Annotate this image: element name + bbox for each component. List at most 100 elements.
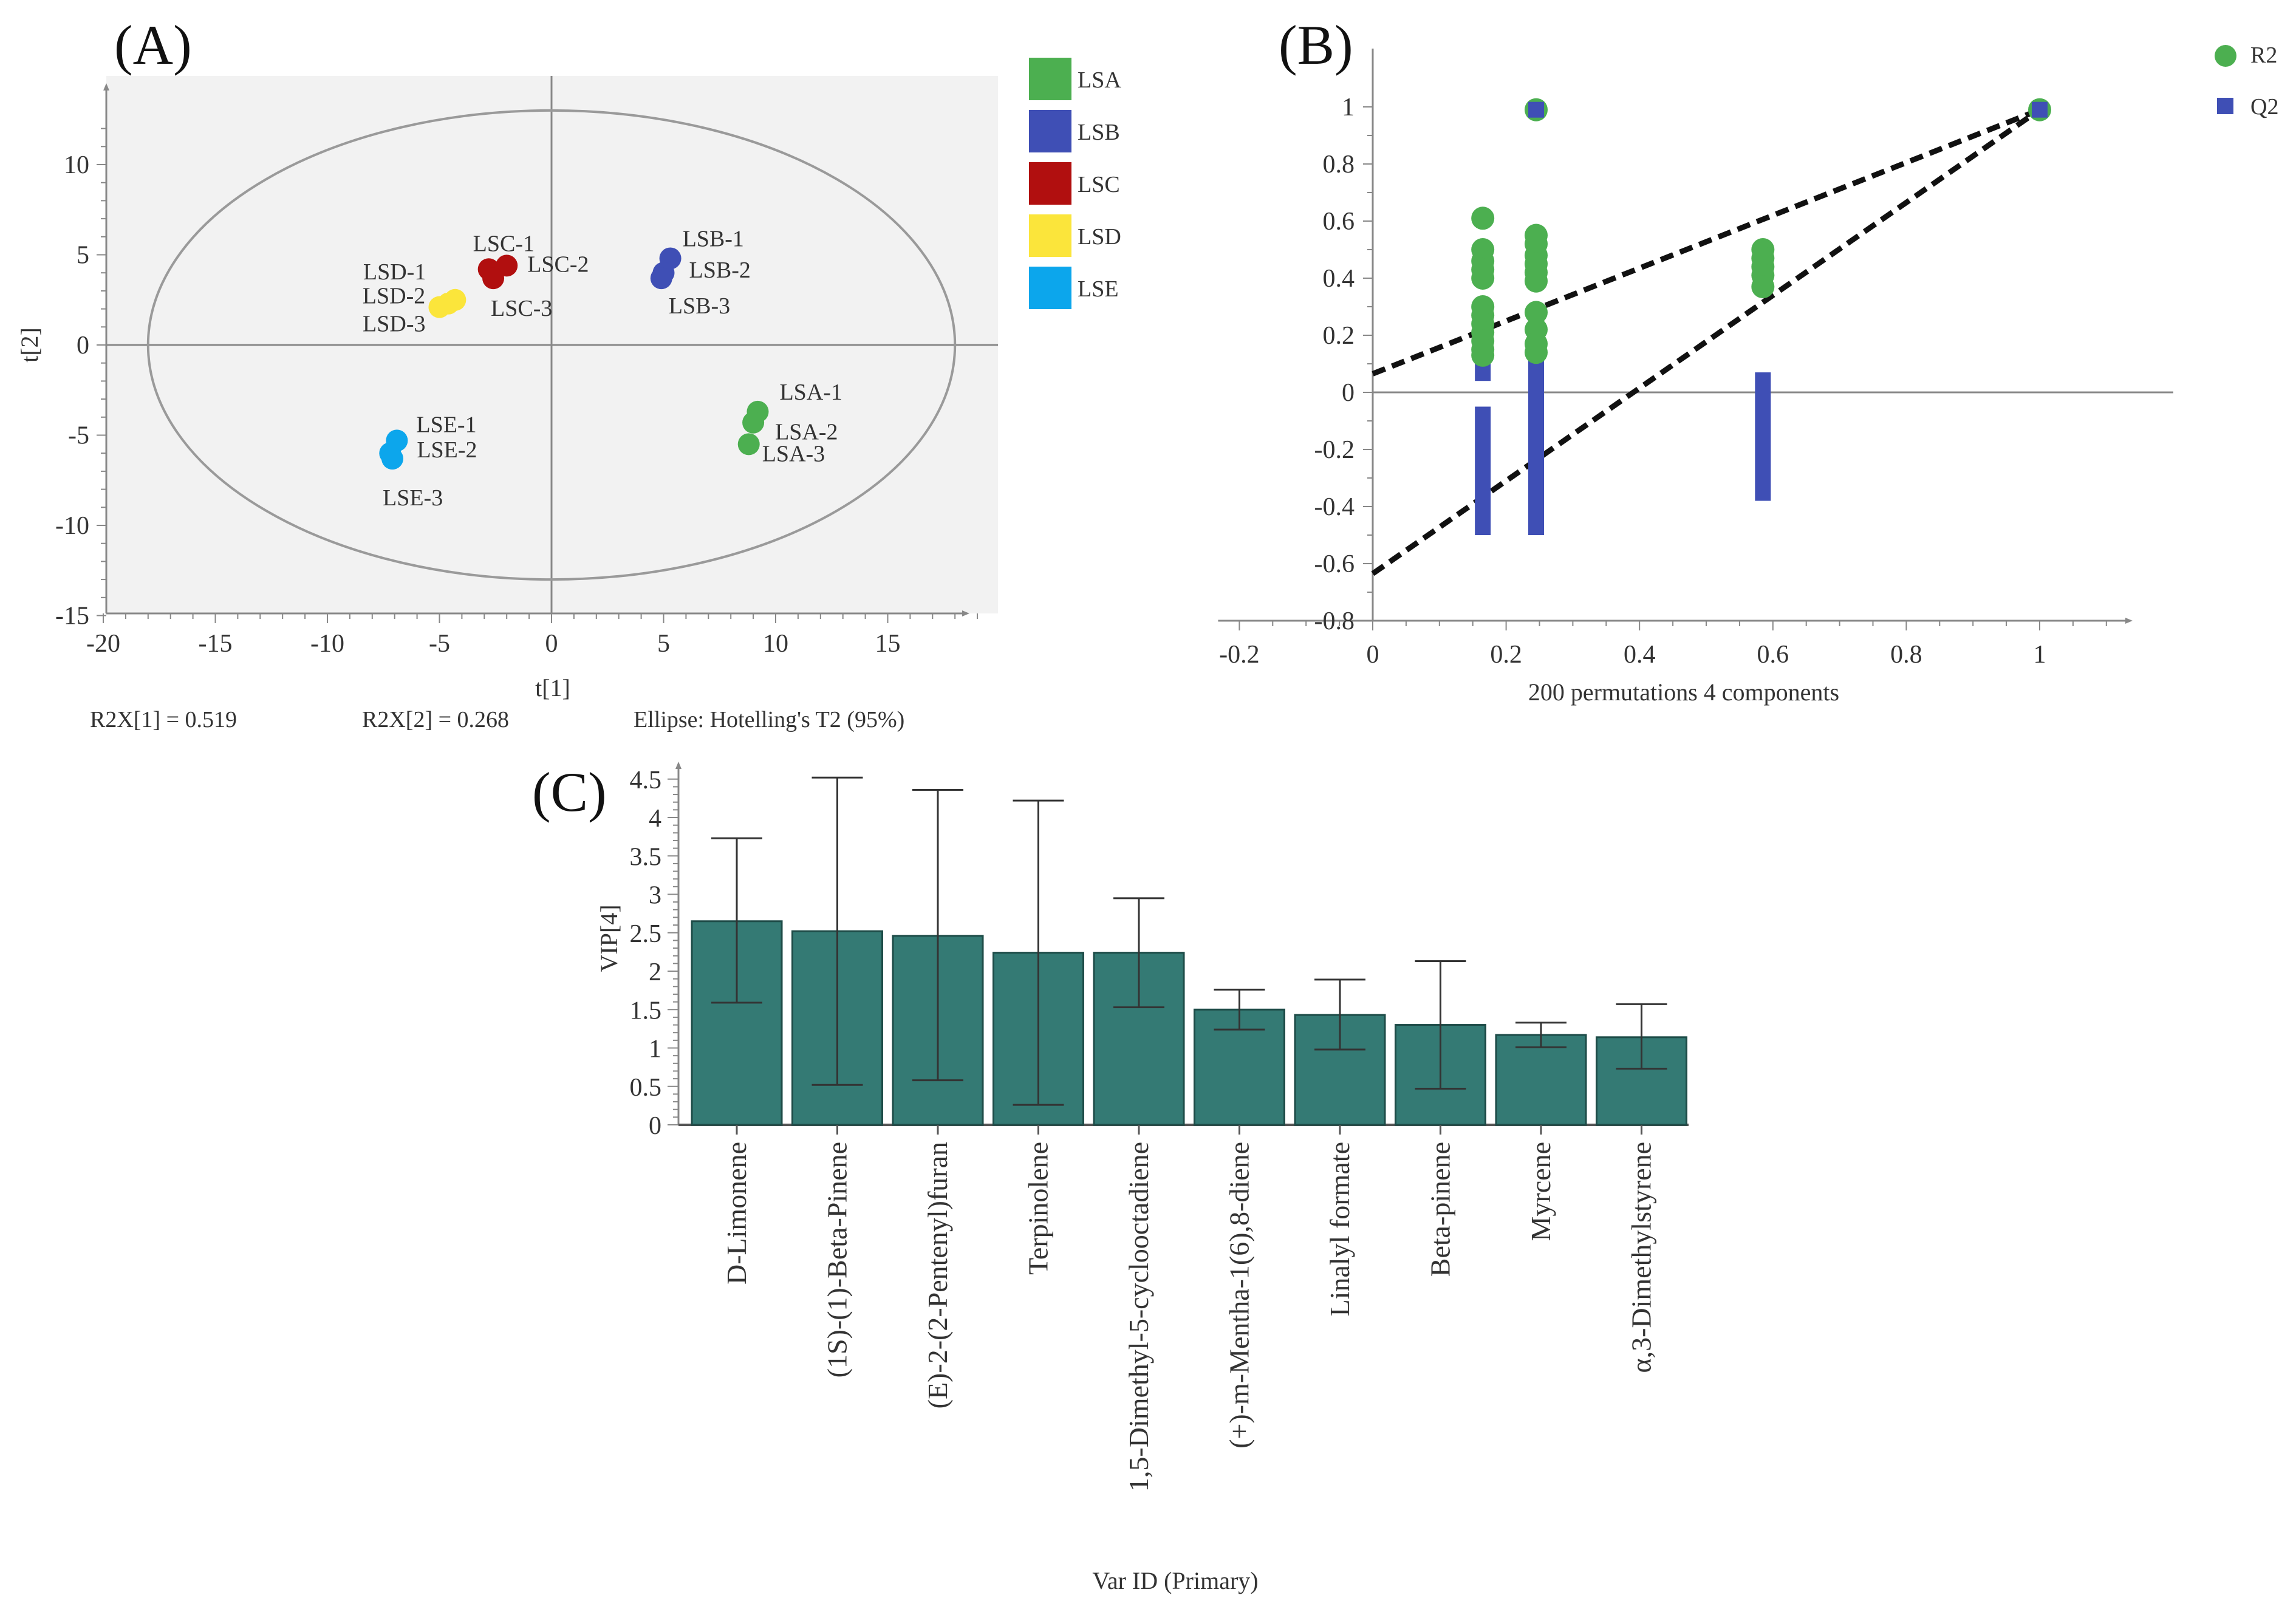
panel-a-x-tick-label: 10 [763,630,788,658]
panel-b-y-tick-label: 0.4 [1323,265,1355,293]
panel-a-point-label: LSD-3 [363,312,425,337]
panel-c-category-label: Terpinolene [1023,1142,1054,1275]
panel-a-x-tick-label: 5 [657,630,670,658]
panel-c-y-tick-label: 1.5 [630,997,662,1025]
panel-a-point-label: LSD-1 [363,259,426,285]
panel-b-q2-point [1528,102,1544,118]
panel-b-y-tick-label: -0.4 [1314,493,1355,521]
panel-c-y-tick-label: 3 [649,882,661,910]
panel-a-legend-swatch [1029,110,1071,152]
panel-b-r2-point [1471,207,1494,230]
panel-c-y-tick-label: 3.5 [630,843,662,871]
panel-a-point-label: LSB-2 [689,258,751,283]
panel-b-legend-q2-label: Q2 [2250,94,2278,120]
panel-c-category-label: (E)-2-(2-Pentenyl)furan [922,1142,953,1408]
panel-b-x-tick-label: 0 [1367,641,1379,669]
panel-c-vip-plot: (C) 0 0.5 1 1.5 2 2.5 3 3.5 4 4.5 D-Limonene (1S)-… [532,761,1689,1594]
panel-a-x-axis-title: t[1] [535,674,570,701]
panel-a-legend-label: LSD [1078,224,1121,250]
panel-c-category-label: Myrcene [1525,1142,1556,1241]
panel-c-x-axis-title: Var ID (Primary) [1092,1567,1258,1594]
panel-a-ellipse-note: Ellipse: Hotelling's T2 (95%) [634,707,904,732]
panel-b-r2-point [1525,341,1548,364]
panel-a-point-label: LSB-1 [683,226,744,251]
panel-a-point [429,296,451,318]
panel-a-x-tick-label: -10 [310,630,344,658]
panel-c-y-tick-label: 4.5 [630,766,662,794]
panel-a-legend-label: LSC [1078,172,1120,197]
panel-a-legend-swatch [1029,267,1071,309]
panel-a-y-tick-label: 10 [64,151,89,179]
panel-b-r2-point [1471,344,1494,367]
panel-a-point-label: LSA-1 [779,380,842,405]
panel-a-point-label: LSE-2 [417,437,477,463]
panel-c-y-tick-label: 2.5 [630,920,662,948]
panel-c-category-label: (1S)-(1)-Beta-Pinene [822,1142,853,1377]
panel-a-point-label: LSC-3 [491,296,552,321]
panel-c-y-tick-label: 1 [649,1036,661,1063]
panel-b-y-tick-label: 0 [1342,379,1355,407]
panel-c-category-label: α,3-Dimethylstyrene [1626,1142,1657,1373]
panel-a-y-tick-label: 5 [77,242,89,270]
panel-b-q2-bar [1755,372,1771,501]
panel-a-x-tick-label: -15 [199,630,233,658]
panel-a-y-axis-title: t[2] [16,327,43,363]
panel-a-legend-label: LSE [1078,276,1119,302]
panel-b-q2-bar [1528,338,1544,535]
panel-b-legend-q2-marker [2217,98,2233,114]
panel-b-y-tick-label: -0.8 [1314,607,1355,635]
panel-b-y-tick-label: 0.8 [1323,151,1355,179]
panel-b-x-tick-label: -0.2 [1219,641,1260,669]
panel-c-category-label: Linalyl formate [1324,1142,1355,1316]
panel-b-x-tick-label: 0.6 [1757,641,1789,669]
panel-a-x-tick-label: -20 [86,630,120,658]
panel-a-r2x1: R2X[1] = 0.519 [90,707,237,732]
panel-b-r2-point [1751,275,1774,298]
panel-c-y-tick-label: 4 [649,805,661,833]
panel-a-point [482,267,504,289]
panel-a-legend-label: LSB [1078,120,1120,145]
panel-b-y-tick-label: -0.2 [1314,436,1355,464]
panel-b-permutation-plot: (B) -0.2 0 0.2 0.4 0.6 0.8 1 -0.8 -0.6 -0.4 -0.2 0 0… [1218,14,2278,706]
panel-c-category-labels: D-Limonene (1S)-(1)-Beta-Pinene (E)-2-(2-P… [721,1125,1657,1492]
panel-a-point-label: LSD-2 [363,284,425,309]
panel-b-y-tick-label: 1 [1342,94,1355,121]
panel-b-x-tick-label: 0.8 [1890,641,1922,669]
panel-a-point-label: LSC-2 [527,251,589,277]
panel-a-point [381,448,403,469]
panel-b-label: (B) [1279,14,1353,76]
panel-a-y-tick-label: -10 [55,512,89,540]
panel-a-point [742,412,764,434]
panel-c-category-label: D-Limonene [721,1142,752,1285]
panel-a-legend-swatch [1029,214,1071,257]
panel-c-category-label: (+)-m-Mentha-1(6),8-diene [1224,1142,1255,1449]
panel-b-legend-r2-marker [2215,45,2236,67]
panel-a-point-label: LSB-3 [669,293,730,319]
panel-a-x-tick-label: 0 [545,630,558,658]
panel-b-r2-point [1471,267,1494,290]
panel-a-legend-swatch [1029,58,1071,100]
panel-b-q2-point [2032,102,2048,118]
figure: (A) -20 -15 -10 -5 0 5 10 15-15-10-50510 LSA-1L… [0,0,2296,1618]
panel-b-axes: -0.2 0 0.2 0.4 0.6 0.8 1 -0.8 -0.6 -0.4 -0.2 0 0.2 0.… [1218,49,2173,669]
panel-c-bar [1496,1035,1586,1125]
panel-a-legend-label: LSA [1078,67,1121,93]
panel-a-r2x2: R2X[2] = 0.268 [362,707,509,732]
panel-c-y-tick-label: 0.5 [630,1074,662,1102]
panel-b-x-tick-label: 0.2 [1490,641,1522,669]
panel-c-y-tick-label: 0 [649,1112,661,1140]
panel-a-point-label: LSC-1 [473,231,535,256]
panel-a-point [738,433,760,455]
panel-b-y-tick-label: 0.6 [1323,208,1355,236]
panel-b-r2-point [1525,270,1548,293]
panel-b-legend-r2-label: R2 [2250,43,2277,68]
panel-a-y-tick-label: -15 [55,602,89,630]
panel-c-category-label: Beta-pinene [1425,1142,1456,1277]
panel-a-x-tick-label: -5 [429,630,450,658]
panel-a-point-label: LSE-3 [383,485,443,511]
panel-b-x-tick-label: 0.4 [1624,641,1656,669]
panel-a-label: (A) [114,14,192,76]
panel-c-category-label: 1,5-Dimethyl-5-cyclooctadiene [1123,1142,1154,1492]
panel-a-legend: LSA LSB LSC LSD LSE [1029,58,1121,309]
